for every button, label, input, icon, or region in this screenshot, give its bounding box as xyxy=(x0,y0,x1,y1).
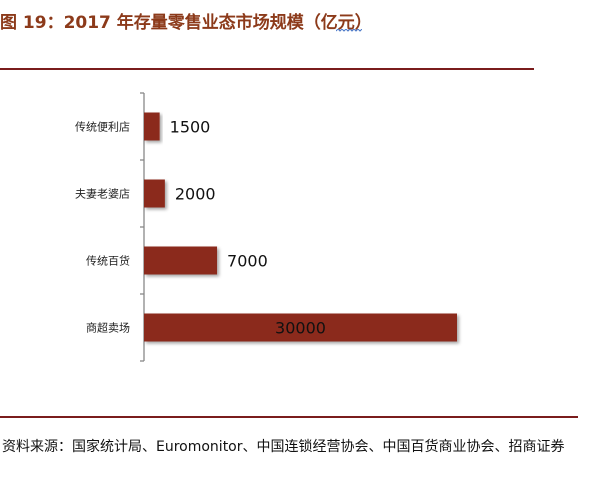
bar-3 xyxy=(144,246,218,275)
bar-value-label: 1500 xyxy=(170,118,211,137)
category-tick-label: 传统便利店 xyxy=(75,120,130,134)
bar-4 xyxy=(144,313,457,342)
source-note: 资料来源：国家统计局、Euromonitor、中国连锁经营协会、中国百货商业协会… xyxy=(2,439,565,455)
bar-1 xyxy=(144,112,160,141)
footer-divider xyxy=(0,416,578,418)
category-tick-label: 商超卖场 xyxy=(86,321,130,335)
title-divider xyxy=(0,68,534,70)
bar-2 xyxy=(144,179,165,208)
figure-title: 图 19：2017 年存量零售业态市场规模（亿元） xyxy=(0,13,372,33)
bar-chart: 传统便利店 1500 夫妻老婆店 2000 传统百货 7000 商超卖场 30000 xyxy=(75,92,457,362)
spellcheck-underline xyxy=(336,29,362,32)
bar-value-label: 2000 xyxy=(175,185,216,204)
bar-value-label: 30000 xyxy=(275,319,326,338)
category-tick-label: 夫妻老婆店 xyxy=(75,187,130,201)
category-tick-label: 传统百货 xyxy=(86,254,130,268)
bar-value-label: 7000 xyxy=(227,252,268,271)
